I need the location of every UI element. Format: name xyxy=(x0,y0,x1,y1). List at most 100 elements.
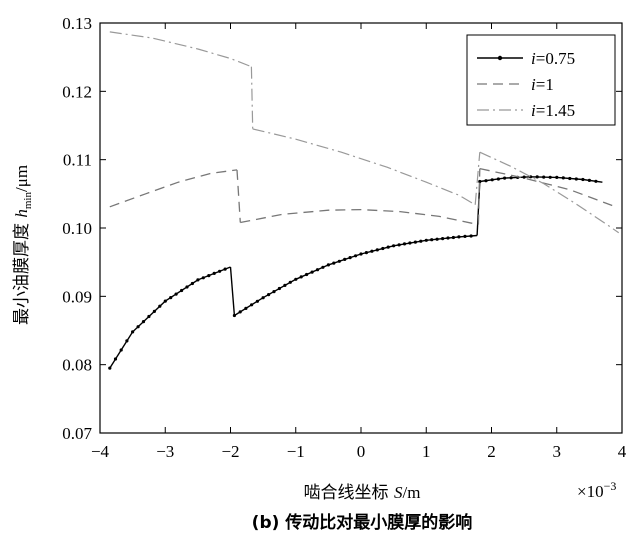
series-line xyxy=(479,151,620,234)
series-marker xyxy=(375,248,379,252)
series-marker xyxy=(451,235,455,240)
series-marker xyxy=(169,296,173,300)
legend: i=0.75 i=1 i=1.45 xyxy=(466,34,616,126)
series-marker xyxy=(190,281,194,286)
legend-box xyxy=(466,34,616,126)
series-marker xyxy=(581,177,585,182)
series-marker xyxy=(359,252,363,256)
series-marker xyxy=(364,251,368,255)
legend-label-1: i=0.75 xyxy=(531,49,575,68)
series-marker xyxy=(463,234,467,238)
series-2 xyxy=(109,167,613,226)
series-line xyxy=(236,169,241,223)
series-marker xyxy=(185,285,189,289)
legend-marker xyxy=(497,55,503,61)
series-marker xyxy=(496,177,500,181)
series-marker xyxy=(174,292,178,296)
x-tick-label: 0 xyxy=(357,442,366,461)
series-marker xyxy=(232,313,236,318)
y-tick-label: 0.11 xyxy=(63,151,92,170)
series-marker xyxy=(113,357,118,361)
x-axis-title: 啮合线坐标 S/m xyxy=(304,483,421,503)
series-marker xyxy=(430,238,434,242)
series-marker xyxy=(136,325,140,329)
axis-tick-labels: −4 −3 −2 −1 0 1 2 3 4 0.07 0.08 0.09 0.10 0.11 0.12 0.1… xyxy=(62,14,627,461)
x-tick-label: −1 xyxy=(287,442,305,461)
y-tick-label: 0.09 xyxy=(62,287,92,306)
series-marker xyxy=(244,306,248,310)
figure-caption: (b) 传动比对最小膜厚的影响 xyxy=(252,512,473,533)
series-marker xyxy=(548,175,552,179)
series-marker xyxy=(255,299,259,303)
series-marker xyxy=(509,176,513,180)
series-marker xyxy=(343,257,347,261)
series-line xyxy=(229,266,236,316)
series-marker xyxy=(424,238,428,242)
series-marker xyxy=(503,176,507,180)
series-marker xyxy=(283,283,287,287)
axis-ticks xyxy=(99,22,623,434)
series-marker xyxy=(267,293,271,297)
series-marker xyxy=(163,299,167,303)
series-marker xyxy=(446,236,450,240)
series-marker xyxy=(419,239,423,243)
series-marker xyxy=(397,243,401,247)
series-marker xyxy=(131,330,135,334)
y-tick-label: 0.12 xyxy=(62,82,92,101)
y-axis-title: 最小油膜厚度 hmin/μm xyxy=(12,165,34,325)
series-marker xyxy=(201,276,205,280)
series-marker xyxy=(381,246,385,251)
series-marker xyxy=(574,177,578,181)
series-marker xyxy=(402,242,407,246)
series-line xyxy=(234,234,478,317)
series-marker xyxy=(299,275,303,279)
series-marker xyxy=(561,176,565,180)
legend-label-2: i=1 xyxy=(531,75,554,94)
series-marker xyxy=(180,288,184,293)
series-marker xyxy=(484,179,488,183)
series-marker xyxy=(370,249,374,253)
series-marker xyxy=(555,175,559,179)
series-marker xyxy=(522,175,526,179)
series-marker xyxy=(261,296,265,300)
series-line xyxy=(479,167,613,207)
x-tick-label: −3 xyxy=(156,442,174,461)
series-marker xyxy=(469,234,473,238)
series-marker xyxy=(277,286,281,291)
series-line xyxy=(477,168,481,225)
series-marker xyxy=(212,271,216,275)
series-marker xyxy=(332,261,336,265)
series-marker xyxy=(152,309,156,313)
x-tick-label: −2 xyxy=(221,442,239,461)
series-marker xyxy=(568,176,572,181)
series-marker xyxy=(441,237,445,241)
series-marker xyxy=(348,256,352,260)
series-marker xyxy=(108,366,112,370)
series-marker xyxy=(310,270,314,274)
y-tick-label: 0.07 xyxy=(62,424,92,443)
series-1 xyxy=(108,175,603,370)
series-marker xyxy=(386,245,390,249)
series-marker xyxy=(218,269,222,273)
series-line xyxy=(109,266,231,369)
series-marker xyxy=(223,267,227,271)
series-marker xyxy=(119,348,123,352)
series-marker xyxy=(315,268,320,272)
series-marker xyxy=(294,277,298,281)
x-tick-label: −4 xyxy=(91,442,110,461)
series-marker xyxy=(158,304,162,308)
series-marker xyxy=(408,241,412,245)
legend-label-3: i=1.45 xyxy=(531,101,575,120)
x-tick-label: 2 xyxy=(487,442,496,461)
x-tick-label: 3 xyxy=(553,442,562,461)
series-marker xyxy=(305,272,309,277)
series-line xyxy=(252,128,476,206)
series-marker xyxy=(207,274,211,278)
series-line xyxy=(250,66,254,129)
series-layer xyxy=(108,31,620,370)
series-marker xyxy=(435,237,439,241)
series-marker xyxy=(337,259,341,263)
series-marker xyxy=(321,265,325,269)
series-line xyxy=(109,169,238,208)
